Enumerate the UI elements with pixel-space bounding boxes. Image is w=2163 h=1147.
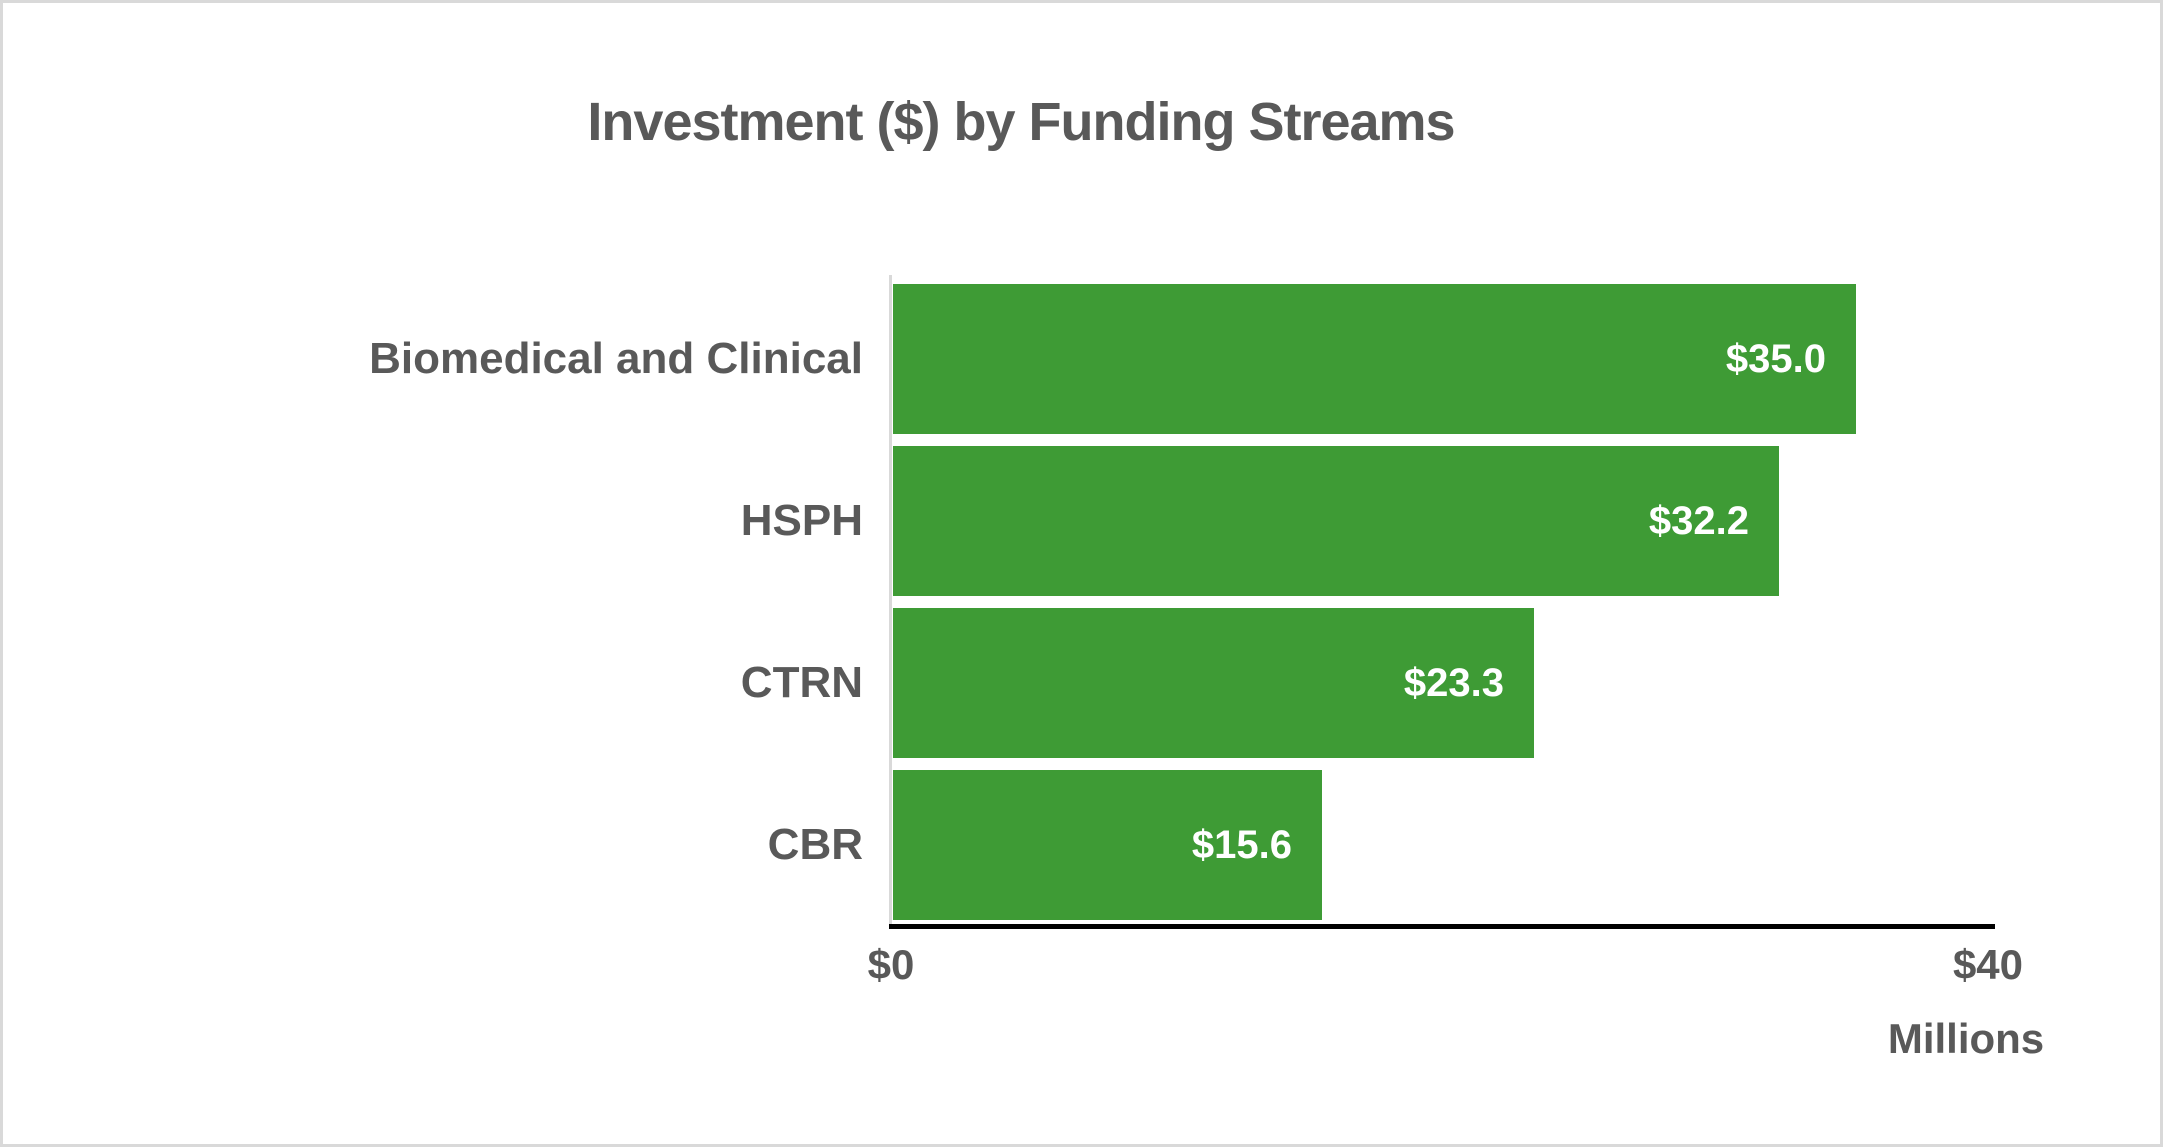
category-label: HSPH [740,496,863,545]
x-tick-zero: $0 [867,941,915,988]
bar-value-label: $32.2 [1648,499,1749,543]
chart-title: Investment ($) by Funding Streams [587,92,1455,152]
y-axis-baseline-line [889,275,892,926]
bar-value-label: $23.3 [1403,661,1504,705]
x-axis-line [889,924,1995,929]
bar: $15.6 [893,770,1322,920]
bar: $23.3 [893,608,1534,758]
category-label: CTRN [740,658,863,707]
axis-unit-label: Millions [1887,1015,2045,1062]
bar: $35.0 [893,284,1856,434]
bar: $32.2 [893,446,1779,596]
category-label: Biomedical and Clinical [369,334,863,383]
x-tick-max: $40 [1952,941,2024,988]
category-label: CBR [767,820,863,869]
bar-value-label: $15.6 [1191,823,1292,867]
bar-value-label: $35.0 [1725,337,1826,381]
